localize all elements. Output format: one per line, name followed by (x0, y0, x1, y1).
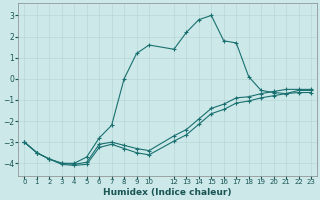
X-axis label: Humidex (Indice chaleur): Humidex (Indice chaleur) (103, 188, 232, 197)
